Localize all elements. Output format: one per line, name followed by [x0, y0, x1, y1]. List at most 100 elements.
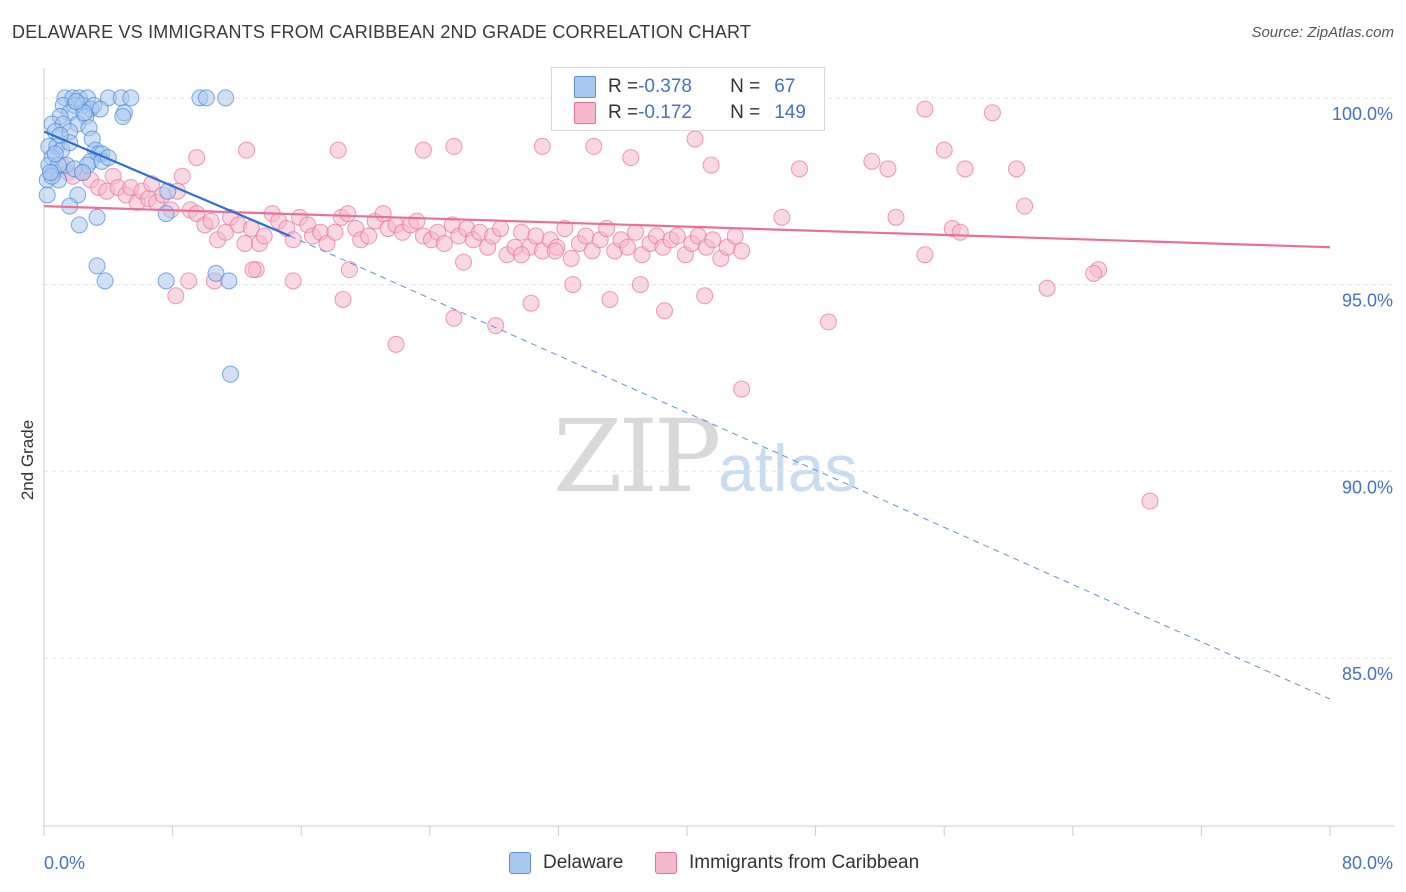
caribbean-point	[879, 160, 897, 178]
delaware-point	[74, 164, 92, 182]
delaware-point	[217, 89, 235, 107]
legend-r-label: R =	[608, 76, 639, 97]
caribbean-point	[562, 249, 580, 267]
caribbean-point	[956, 160, 974, 178]
caribbean-point	[619, 238, 637, 256]
caribbean-point	[577, 227, 595, 245]
caribbean-point	[408, 212, 426, 230]
caribbean-point	[556, 220, 574, 238]
caribbean-point	[1016, 197, 1034, 215]
caribbean-point	[546, 242, 564, 260]
caribbean-point	[696, 287, 714, 305]
stats-legend: R = -0.378 N = 67 R = -0.172 N = 149	[551, 67, 825, 131]
caribbean-point	[445, 309, 463, 327]
caribbean-point	[435, 234, 453, 252]
y-tick-label: 100.0%	[1332, 104, 1393, 124]
caribbean-point	[167, 287, 185, 305]
bottom-legend-caribbean[interactable]: Immigrants from Caribbean	[655, 852, 919, 874]
delaware-point	[96, 272, 114, 290]
caribbean-point	[935, 141, 953, 159]
caribbean-point	[374, 205, 392, 223]
caribbean-point	[704, 231, 722, 249]
caribbean-point	[916, 246, 934, 264]
caribbean-trend-line	[43, 205, 1331, 249]
caribbean-point	[1038, 279, 1056, 297]
caribbean-point	[340, 261, 358, 279]
delaware-point	[114, 108, 132, 126]
delaware-point	[88, 257, 106, 275]
legend-n-value: 67	[774, 76, 796, 97]
caribbean-point	[819, 313, 837, 331]
legend-n-label: N =	[730, 76, 761, 97]
bottom-legend-swatch-caribbean	[655, 852, 677, 874]
caribbean-point	[631, 276, 649, 294]
bottom-legend-swatch-delaware	[509, 852, 531, 874]
delaware-point	[157, 205, 175, 223]
delaware-point	[207, 264, 225, 282]
delaware-trend-line	[43, 130, 291, 238]
caribbean-point	[983, 104, 1001, 122]
legend-swatch-delaware	[574, 76, 596, 98]
delaware-point	[197, 89, 215, 107]
caribbean-point	[702, 156, 720, 174]
caribbean-point	[284, 272, 302, 290]
y-tick-label: 90.0%	[1342, 477, 1393, 497]
legend-r-value: -0.172	[638, 102, 692, 123]
bottom-legend: Delaware Immigrants from Caribbean	[0, 852, 1406, 876]
legend-n-label: N =	[730, 102, 761, 123]
watermark-zip: ZIP	[553, 398, 721, 515]
caribbean-point	[387, 335, 405, 353]
caribbean-point	[329, 141, 347, 159]
legend-r-value: -0.378	[638, 76, 692, 97]
caribbean-point	[773, 208, 791, 226]
caribbean-point	[726, 227, 744, 245]
delaware-point	[122, 89, 140, 107]
x-tick-label-max: 80.0%	[1342, 853, 1393, 873]
caribbean-point	[334, 291, 352, 309]
x-tick-label-min: 0.0%	[44, 853, 85, 873]
caribbean-point	[668, 227, 686, 245]
bottom-legend-delaware[interactable]: Delaware	[509, 852, 623, 874]
caribbean-point	[887, 208, 905, 226]
caribbean-point	[455, 253, 473, 271]
caribbean-point	[173, 167, 191, 185]
caribbean-point	[326, 223, 344, 241]
legend-row-delaware: R = -0.378 N = 67	[574, 76, 795, 98]
caribbean-point	[487, 317, 505, 335]
chart-title: DELAWARE VS IMMIGRANTS FROM CARIBBEAN 2N…	[12, 22, 752, 42]
caribbean-point	[445, 137, 463, 155]
delaware-point	[38, 186, 56, 204]
legend-n-value: 149	[774, 102, 806, 123]
caribbean-point	[512, 223, 530, 241]
y-tick-label: 95.0%	[1342, 291, 1393, 311]
caribbean-point	[238, 141, 256, 159]
bottom-legend-label-caribbean: Immigrants from Caribbean	[689, 852, 920, 873]
delaware-point	[221, 365, 239, 383]
caribbean-point	[1141, 492, 1159, 510]
caribbean-point	[1085, 264, 1103, 282]
caribbean-point	[339, 205, 357, 223]
delaware-trend-extension	[289, 235, 1331, 700]
caribbean-point	[180, 272, 198, 290]
caribbean-point	[655, 302, 673, 320]
caribbean-point	[686, 130, 704, 148]
y-tick-label: 85.0%	[1342, 664, 1393, 684]
caribbean-point	[733, 380, 751, 398]
watermark-atlas: atlas	[718, 431, 858, 505]
caribbean-point	[601, 291, 619, 309]
delaware-point	[91, 100, 109, 118]
delaware-point	[157, 272, 175, 290]
caribbean-point	[791, 160, 809, 178]
caribbean-point	[916, 100, 934, 118]
caribbean-point	[244, 261, 262, 279]
caribbean-point	[522, 294, 540, 312]
caribbean-point	[492, 220, 510, 238]
delaware-point	[220, 272, 238, 290]
caribbean-point	[360, 227, 378, 245]
caribbean-point	[564, 276, 582, 294]
chart-source: Source: ZipAtlas.com	[1251, 24, 1394, 41]
caribbean-point	[533, 137, 551, 155]
caribbean-point	[863, 152, 881, 170]
caribbean-point	[512, 246, 530, 264]
